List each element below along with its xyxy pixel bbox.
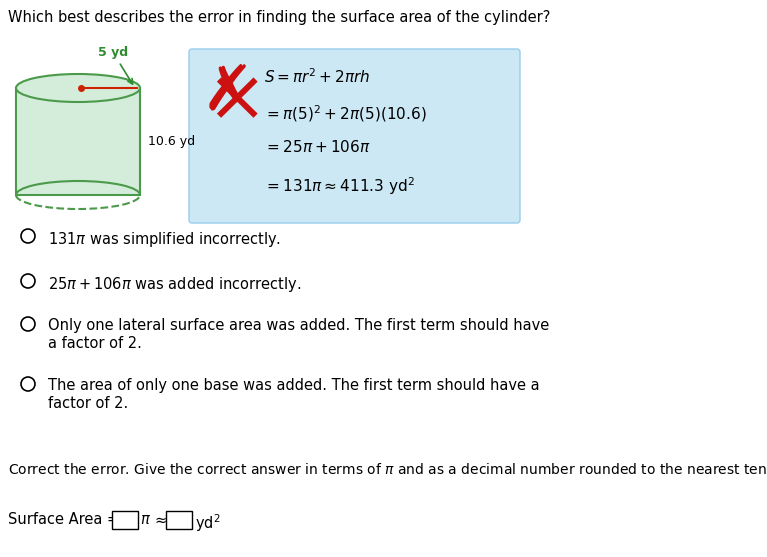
Text: Which best describes the error in finding the surface area of the cylinder?: Which best describes the error in findin…	[8, 10, 551, 25]
Text: $131\pi$ was simplified incorrectly.: $131\pi$ was simplified incorrectly.	[48, 230, 281, 249]
Bar	[112, 511, 138, 529]
FancyBboxPatch shape	[189, 49, 520, 223]
Text: $S = \pi r^2 + 2\pi rh$: $S = \pi r^2 + 2\pi rh$	[264, 67, 370, 86]
Text: $\mathrm{yd}^2$: $\mathrm{yd}^2$	[195, 512, 220, 534]
Text: factor of 2.: factor of 2.	[48, 396, 128, 411]
Bar	[166, 511, 192, 529]
Text: The area of only one base was added. The first term should have a: The area of only one base was added. The…	[48, 378, 540, 393]
Text: $= 25\pi + 106\pi$: $= 25\pi + 106\pi$	[264, 139, 370, 155]
Text: 5 yd: 5 yd	[98, 46, 133, 84]
Text: Correct the error. Give the correct answer in terms of $\pi$ and as a decimal nu: Correct the error. Give the correct answ…	[8, 462, 767, 477]
Text: $\pi$: $\pi$	[140, 512, 151, 527]
Text: $= 131\pi \approx 411.3 \ \mathrm{yd}^2$: $= 131\pi \approx 411.3 \ \mathrm{yd}^2$	[264, 175, 415, 197]
Text: ✗: ✗	[202, 62, 255, 122]
Text: $\approx$: $\approx$	[152, 512, 167, 527]
Text: Only one lateral surface area was added. The first term should have: Only one lateral surface area was added.…	[48, 318, 549, 333]
Text: $25\pi + 106\pi$ was added incorrectly.: $25\pi + 106\pi$ was added incorrectly.	[48, 275, 301, 294]
Polygon shape	[16, 88, 140, 195]
Ellipse shape	[16, 74, 140, 102]
Text: 10.6 yd: 10.6 yd	[148, 134, 195, 148]
Text: a factor of 2.: a factor of 2.	[48, 336, 142, 351]
Text: Surface Area =: Surface Area =	[8, 512, 123, 527]
Text: $= \pi(5)^2 + 2\pi(5)(10.6)$: $= \pi(5)^2 + 2\pi(5)(10.6)$	[264, 103, 426, 124]
Text: $\times$: $\times$	[206, 64, 258, 133]
